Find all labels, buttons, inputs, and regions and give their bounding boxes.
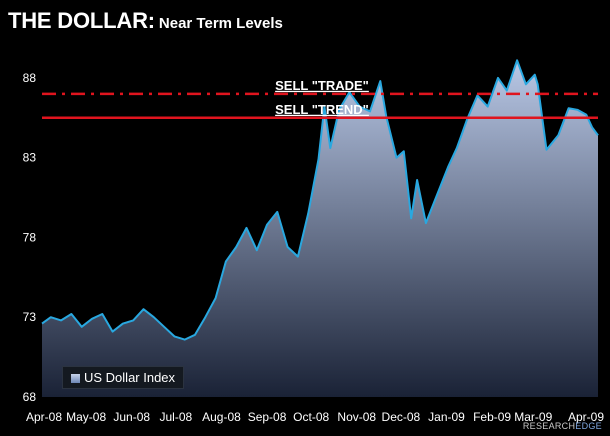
chart-title: THE DOLLAR: Near Term Levels: [8, 8, 283, 34]
watermark-part1: RESEARCH: [522, 421, 576, 431]
title-subtitle: Near Term Levels: [158, 15, 283, 32]
x-tick-label: Jun-08: [113, 410, 150, 424]
x-tick-label: May-08: [66, 410, 106, 424]
y-tick-label: 88: [23, 71, 37, 85]
y-axis: 68 73 78 83 88: [23, 71, 37, 404]
legend-label: US Dollar Index: [84, 370, 176, 385]
x-tick-label: Aug-08: [202, 410, 241, 424]
legend-swatch: [71, 374, 80, 384]
x-tick-label: Apr-08: [26, 410, 62, 424]
x-tick-label: Jul-08: [160, 410, 193, 424]
y-tick-label: 73: [23, 310, 37, 324]
sell-trade-label: SELL "TRADE": [275, 78, 369, 93]
x-tick-label: Dec-08: [382, 410, 421, 424]
x-tick-label: Jan-09: [428, 410, 465, 424]
x-tick-label: Sep-08: [248, 410, 287, 424]
legend: US Dollar Index: [62, 366, 185, 389]
x-tick-label: Nov-08: [337, 410, 376, 424]
level-lines: SELL "TRADE" SELL "TREND": [42, 78, 598, 120]
x-tick-label: Feb-09: [473, 410, 511, 424]
watermark-part2: EDGE: [575, 421, 602, 431]
sell-trend-label: SELL "TREND": [275, 102, 369, 117]
title-main: THE DOLLAR:: [8, 8, 155, 33]
plot-area: [41, 59, 599, 398]
researchedge-watermark: RESEARCHEDGE: [523, 421, 602, 431]
x-tick-label: Apr-09: [568, 410, 604, 424]
x-axis: Apr-08 May-08 Jun-08 Jul-08 Aug-08 Sep-08 Oct-…: [26, 410, 604, 424]
y-tick-label: 78: [23, 230, 37, 244]
x-tick-label: Mar-09: [514, 410, 552, 424]
series-line-us-dollar-index: [41, 59, 599, 341]
y-tick-label: 83: [23, 151, 37, 165]
y-tick-label: 68: [23, 390, 37, 404]
x-tick-label: Oct-08: [293, 410, 329, 424]
